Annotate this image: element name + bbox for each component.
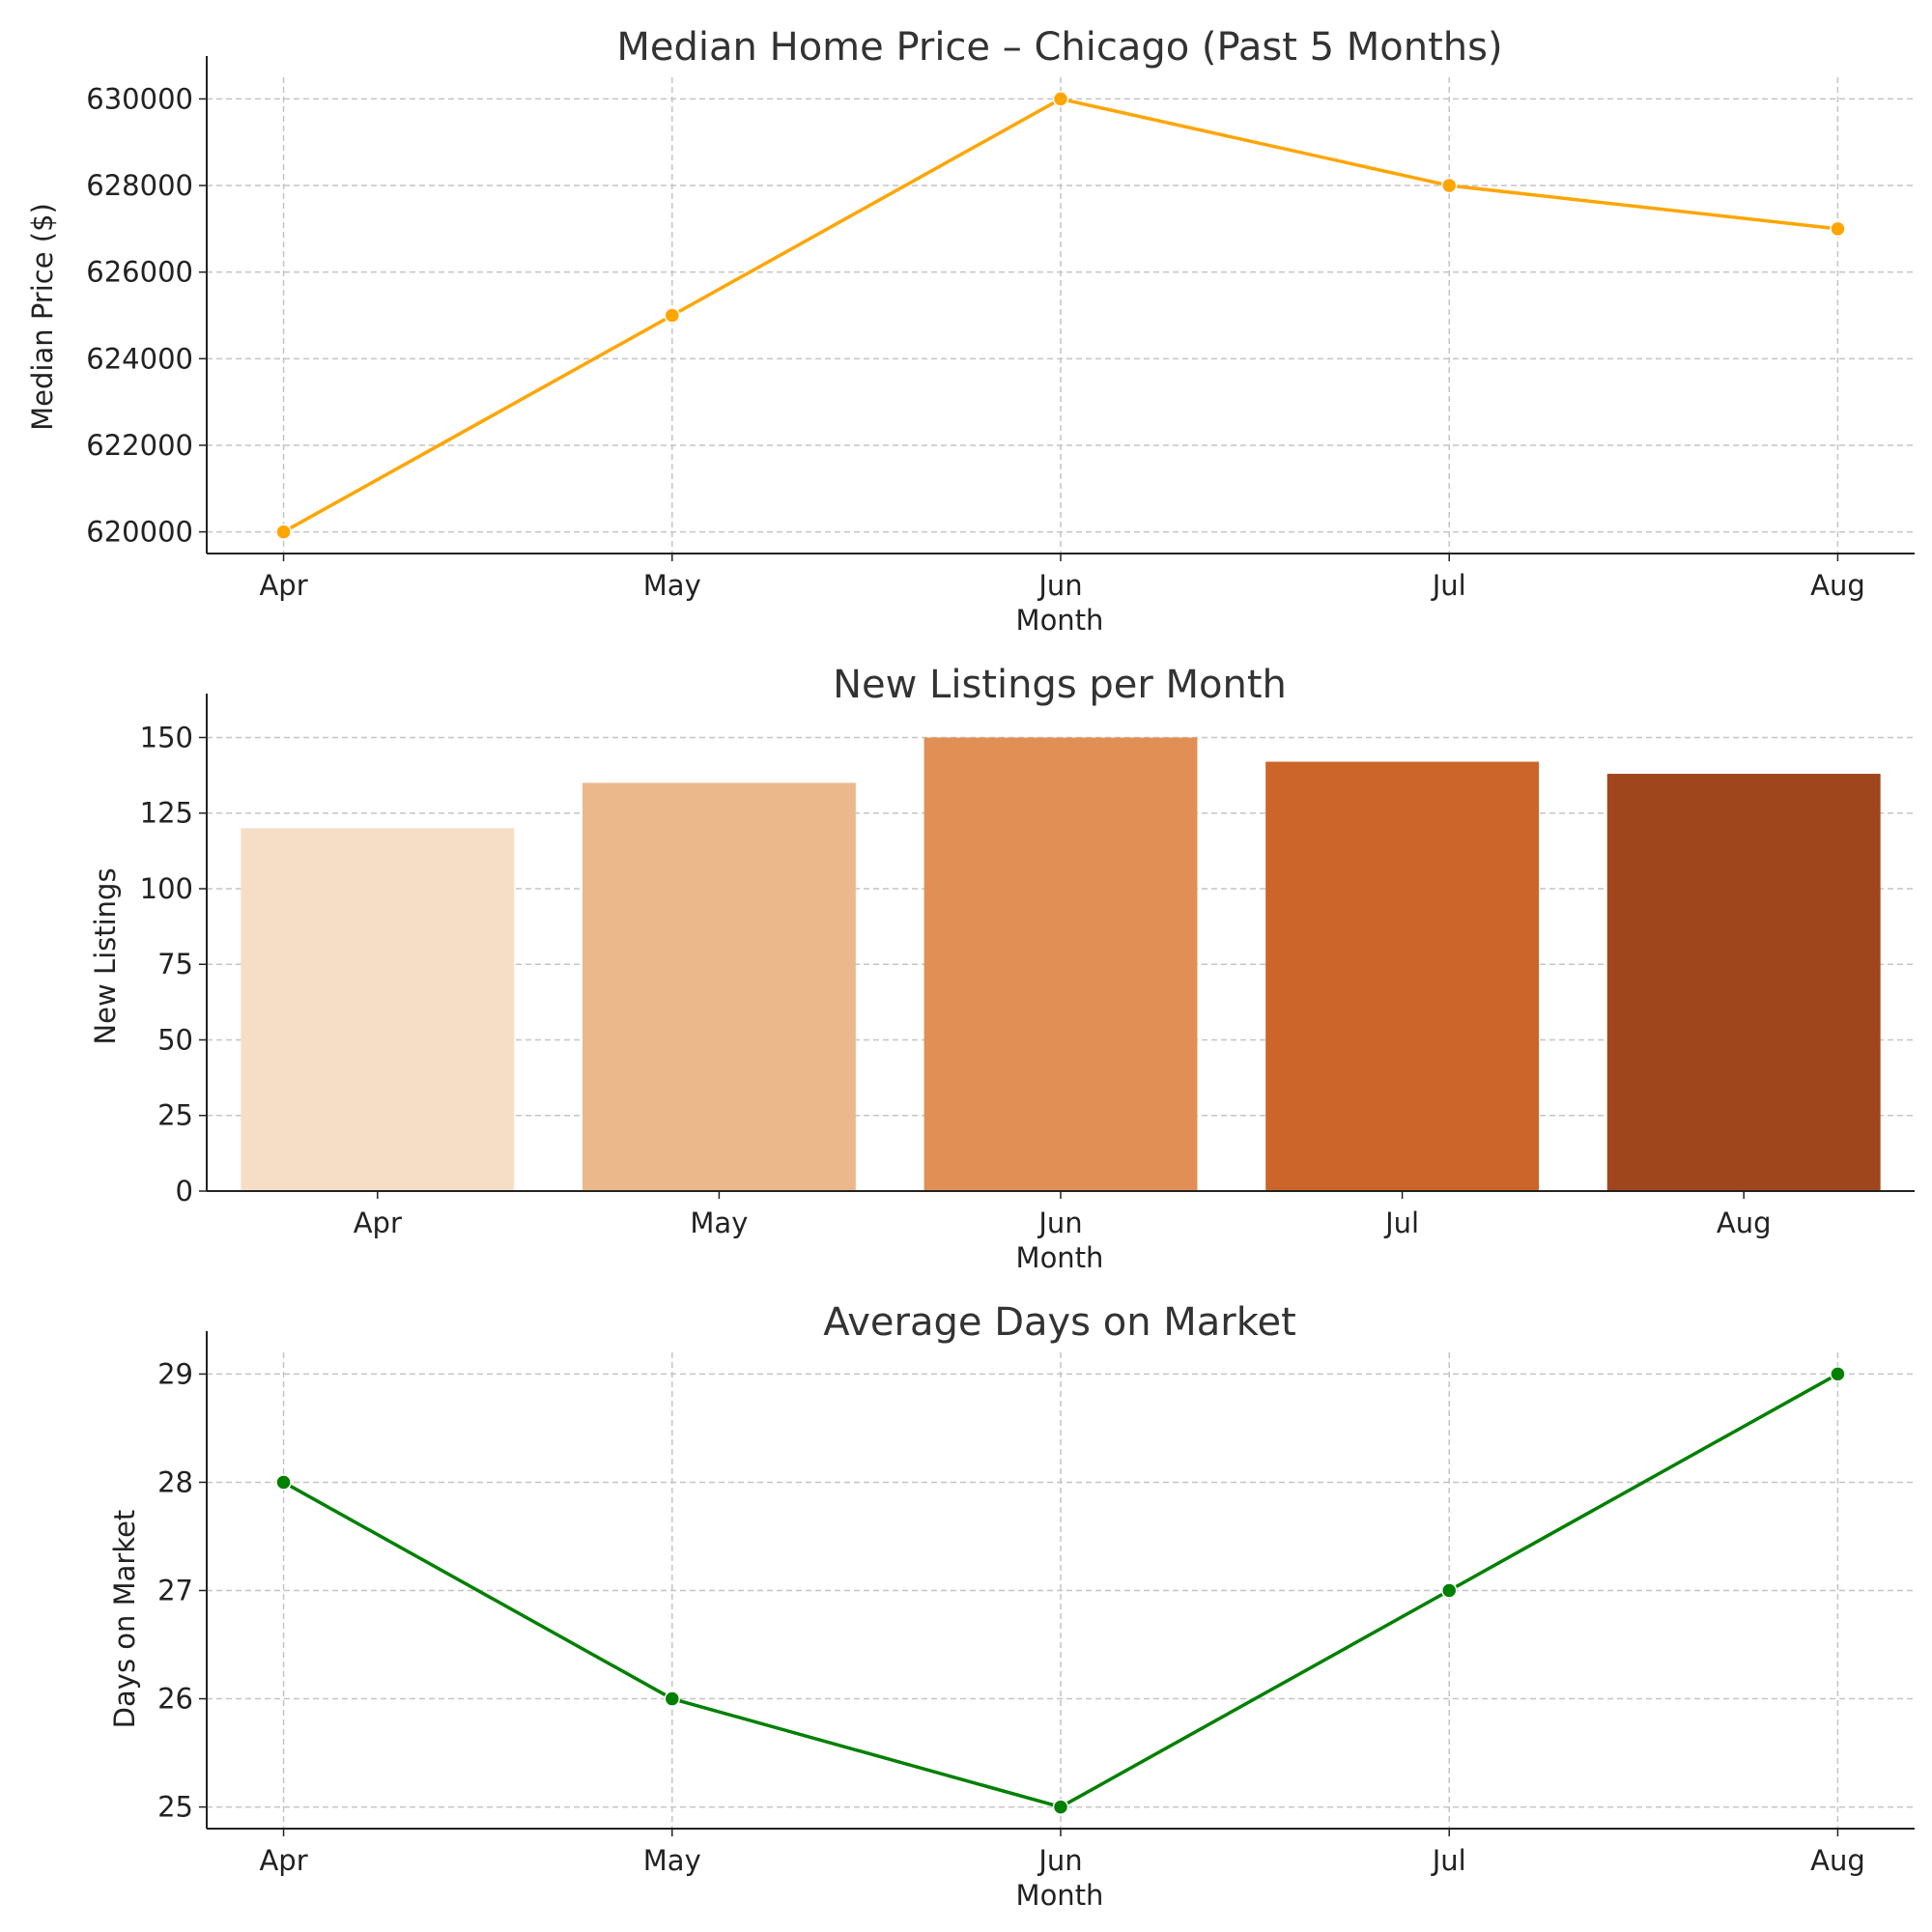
chart-title: New Listings per Month (833, 663, 1287, 707)
x-tick-label: Jun (1037, 1844, 1082, 1877)
point-may (664, 307, 681, 324)
bar-apr (241, 828, 515, 1191)
point-jun (1052, 1799, 1069, 1815)
y-tick-label: 628000 (86, 169, 193, 202)
chart-title: Average Days on Market (823, 1300, 1296, 1345)
point-aug (1830, 1366, 1846, 1382)
point-jul (1440, 177, 1458, 194)
x-tick-label: Aug (1717, 1207, 1772, 1239)
bar-jun (923, 737, 1198, 1191)
y-tick-label: 27 (157, 1575, 193, 1607)
point-aug (1830, 220, 1846, 238)
point-apr (275, 524, 292, 540)
y-tick-label: 125 (140, 797, 193, 830)
y-axis-label: Days on Market (108, 1510, 141, 1729)
x-tick-label: Jun (1037, 569, 1082, 602)
x-tick-label: May (643, 569, 701, 602)
x-axis-label: Month (1016, 1879, 1104, 1912)
y-tick-label: 630000 (86, 82, 193, 115)
x-axis-label: Month (1016, 604, 1104, 637)
new-listings-chart: New Listings per Month Month New Listing… (89, 663, 1915, 1274)
y-tick-label: 0 (176, 1175, 193, 1208)
x-tick-label: Apr (259, 1844, 307, 1877)
y-axis-label: New Listings (89, 867, 122, 1044)
y-tick-label: 28 (157, 1465, 193, 1498)
point-may (664, 1690, 681, 1707)
y-tick-label: 75 (157, 948, 193, 980)
chart-title: Median Home Price – Chicago (Past 5 Mont… (616, 25, 1502, 70)
x-tick-label: May (690, 1207, 748, 1239)
y-tick-label: 624000 (86, 342, 193, 375)
bar-jul (1265, 761, 1540, 1191)
y-tick-label: 626000 (86, 256, 193, 289)
x-tick-label: Aug (1810, 569, 1865, 602)
x-tick-label: Jul (1431, 1844, 1466, 1877)
x-tick-label: Aug (1810, 1844, 1865, 1877)
median-price-chart: Median Home Price – Chicago (Past 5 Mont… (26, 25, 1915, 637)
bar-may (582, 782, 856, 1191)
point-jul (1440, 1582, 1458, 1599)
y-tick-label: 150 (140, 721, 193, 753)
y-axis-label: Median Price ($) (26, 203, 59, 431)
y-tick-label: 26 (157, 1683, 193, 1716)
y-tick-label: 100 (140, 872, 193, 905)
x-tick-label: Apr (259, 569, 307, 602)
x-tick-label: Apr (354, 1207, 402, 1239)
x-tick-label: Jul (1383, 1207, 1419, 1239)
point-jun (1052, 91, 1069, 107)
x-axis-label: Month (1016, 1241, 1104, 1274)
y-tick-label: 25 (157, 1791, 193, 1824)
y-tick-label: 25 (157, 1099, 193, 1132)
y-tick-label: 620000 (86, 516, 193, 549)
point-apr (275, 1474, 292, 1491)
bar-aug (1606, 774, 1881, 1191)
y-tick-label: 50 (157, 1023, 193, 1056)
x-tick-label: Jul (1431, 569, 1466, 602)
y-tick-label: 622000 (86, 429, 193, 462)
days-on-market-chart: Average Days on Market Month Days on Mar… (108, 1300, 1915, 1912)
y-tick-label: 29 (157, 1357, 193, 1390)
x-tick-label: Jun (1037, 1207, 1082, 1239)
x-tick-label: May (643, 1844, 701, 1877)
